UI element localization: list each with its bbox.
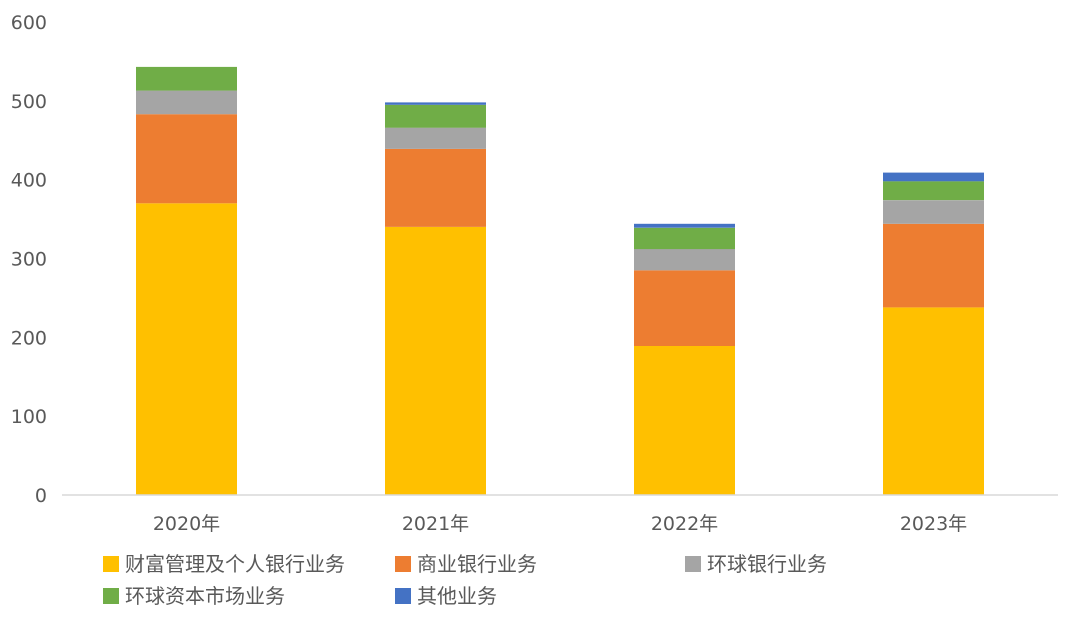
legend-item: 环球银行业务: [685, 552, 827, 576]
bar-segment: [385, 127, 486, 149]
legend-label: 其他业务: [417, 584, 497, 608]
bar-segment: [385, 104, 486, 128]
legend-item: 环球资本市场业务: [103, 584, 285, 608]
y-tick-label: 400: [11, 170, 47, 192]
bar-segment: [883, 181, 984, 201]
bar-segment: [385, 148, 486, 227]
x-tick-label: 2021年: [402, 513, 469, 535]
bar-segment: [883, 200, 984, 224]
bar-segment: [883, 307, 984, 495]
y-tick-label: 500: [11, 91, 47, 113]
y-tick-label: 600: [11, 12, 47, 34]
legend-item: 其他业务: [395, 584, 497, 608]
legend-label: 财富管理及个人银行业务: [125, 552, 345, 576]
legend-swatch: [103, 556, 119, 572]
x-tick-label: 2020年: [153, 513, 220, 535]
y-axis: 0 100 200 300 400 500 600: [11, 12, 47, 507]
y-tick-label: 0: [35, 485, 47, 507]
legend-swatch: [395, 588, 411, 604]
bar-segment: [634, 270, 735, 346]
legend-item: 商业银行业务: [395, 552, 537, 576]
x-axis: 2020年 2021年 2022年 2023年: [153, 513, 967, 535]
bar-segment: [634, 227, 735, 250]
x-tick-label: 2023年: [900, 513, 967, 535]
bar-segment: [634, 223, 735, 228]
legend-swatch: [103, 588, 119, 604]
legend-label: 环球银行业务: [707, 552, 827, 576]
x-tick-label: 2022年: [651, 513, 718, 535]
bar-segment: [136, 90, 237, 115]
bars: [136, 66, 984, 496]
bar-segment: [883, 223, 984, 308]
bar-segment: [136, 203, 237, 496]
y-tick-label: 200: [11, 327, 47, 349]
bar-segment: [385, 227, 486, 495]
bar-segment: [385, 102, 486, 105]
legend-label: 商业银行业务: [417, 552, 537, 576]
bar-segment: [634, 249, 735, 271]
legend-label: 环球资本市场业务: [125, 584, 285, 608]
legend-item: 财富管理及个人银行业务: [103, 552, 345, 576]
y-tick-label: 100: [11, 406, 47, 428]
legend-swatch: [395, 556, 411, 572]
bar-segment: [136, 114, 237, 204]
legend-swatch: [685, 556, 701, 572]
bar-segment: [634, 346, 735, 495]
y-tick-label: 300: [11, 249, 47, 271]
bar-segment: [136, 66, 237, 91]
bar-segment: [883, 172, 984, 182]
